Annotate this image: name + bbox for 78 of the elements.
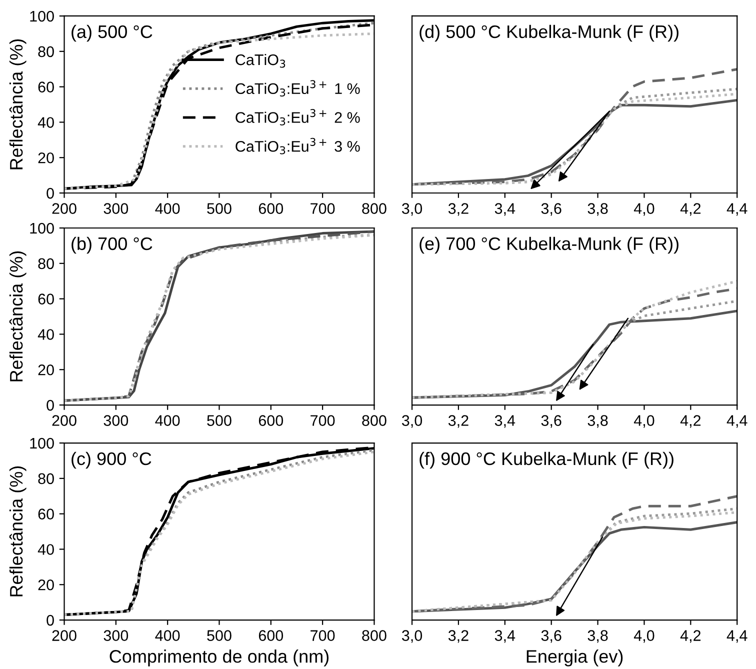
x-tick-label: 600 [258, 203, 284, 214]
legend-label: CaTiO$_{3}$ [236, 54, 286, 68]
chart-title: (d) 500 °C Kubelka-Munk (F (R)) [420, 24, 678, 42]
chart-title: (f) 900 °C Kubelka-Munk (F (R)) [420, 452, 674, 469]
x-tick-label: 3,4 [494, 415, 516, 428]
y-tick-label: 80 [38, 46, 54, 58]
y-tick-label: 0 [46, 614, 54, 626]
x-tick-label: 300 [104, 203, 128, 214]
legend-label: CaTiO$_{3}$:Eu$^{3+}$ 2 % [236, 108, 360, 126]
y-tick-label: 0 [46, 400, 54, 411]
x-tick-label: 4,0 [634, 630, 654, 643]
y-tick-label: 100 [30, 10, 54, 22]
y-axis-title: Reflectância (%) [9, 251, 26, 382]
x-tick-label: 400 [155, 203, 180, 214]
y-tick-label: 80 [38, 473, 54, 484]
x-tick-label: 200 [52, 630, 76, 641]
x-tick-label: 4,4 [726, 415, 748, 428]
chart-title: (c) 900 °C [72, 452, 152, 469]
x-axis-title: Comprimento de onda (nm) [110, 650, 329, 666]
x-tick-label: 3,0 [402, 630, 422, 643]
y-tick-label: 20 [38, 364, 54, 376]
x-tick-label: 4,2 [680, 630, 701, 643]
x-tick-label: 700 [310, 203, 335, 214]
x-tick-label: 3,4 [494, 630, 516, 643]
x-tick-label: 3,2 [448, 415, 468, 428]
chart-title: (b) 700 °C [72, 236, 152, 254]
y-tick-label: 20 [38, 579, 54, 590]
x-tick-label: 800 [362, 415, 386, 426]
x-tick-label: 4,2 [680, 415, 701, 428]
x-tick-label: 3,4 [494, 203, 516, 216]
x-tick-label: 200 [52, 203, 76, 214]
x-tick-label: 800 [362, 203, 386, 214]
x-tick-label: 200 [52, 415, 76, 426]
x-tick-label: 500 [207, 203, 232, 214]
x-tick-label: 400 [155, 415, 180, 426]
x-axis-title: Energia (ev) [526, 650, 623, 666]
x-tick-label: 500 [207, 630, 232, 641]
y-tick-label: 40 [38, 329, 54, 340]
x-tick-label: 3,8 [588, 630, 608, 643]
x-tick-label: 4,0 [634, 415, 654, 428]
y-tick-label: 20 [38, 152, 54, 164]
y-tick-label: 60 [38, 508, 54, 520]
legend-label: CaTiO$_{3}$:Eu$^{3+}$ 1 % [236, 80, 360, 97]
y-tick-label: 100 [30, 438, 54, 449]
x-tick-label: 4,4 [726, 630, 748, 643]
x-tick-label: 3,6 [541, 203, 562, 216]
x-tick-label: 500 [207, 415, 232, 426]
y-tick-label: 60 [38, 294, 54, 304]
x-tick-label: 4,4 [726, 203, 748, 216]
y-tick-label: 60 [38, 82, 54, 92]
y-axis-title: Reflectância (%) [9, 39, 26, 170]
y-tick-label: 100 [30, 222, 54, 234]
x-tick-label: 4,0 [634, 203, 654, 216]
x-tick-label: 4,2 [680, 203, 701, 216]
y-tick-label: 40 [38, 117, 54, 128]
x-tick-label: 3,6 [541, 630, 562, 643]
y-tick-label: 80 [38, 258, 54, 270]
y-axis-title: Reflectância (%) [9, 466, 26, 596]
y-tick-label: 0 [46, 188, 54, 199]
x-tick-label: 3,0 [402, 203, 422, 216]
x-tick-label: 3,6 [541, 415, 562, 428]
chart-title: (a) 500 °C [72, 24, 152, 42]
x-tick-label: 700 [310, 415, 335, 426]
x-tick-label: 400 [155, 630, 180, 641]
x-tick-label: 3,8 [588, 203, 608, 216]
x-tick-label: 300 [104, 415, 128, 426]
x-tick-label: 300 [104, 630, 128, 641]
x-tick-label: 700 [310, 630, 335, 641]
x-tick-label: 3,8 [588, 415, 608, 428]
x-tick-label: 600 [258, 630, 284, 641]
x-tick-label: 3,0 [402, 415, 422, 428]
x-tick-label: 600 [258, 415, 284, 426]
chart-title: (e) 700 °C Kubelka-Munk (F (R)) [420, 236, 678, 254]
x-tick-label: 3,2 [448, 630, 468, 643]
x-tick-label: 3,2 [448, 203, 468, 216]
y-tick-label: 40 [38, 544, 54, 555]
x-tick-label: 800 [362, 630, 386, 641]
legend-label: CaTiO$_{3}$:Eu$^{3+}$ 3 % [236, 138, 360, 154]
